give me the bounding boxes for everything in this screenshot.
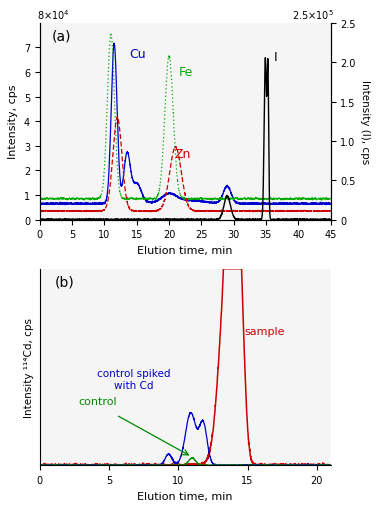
Text: control spiked
with Cd: control spiked with Cd (97, 369, 171, 390)
Text: (b): (b) (54, 275, 74, 289)
Text: Cu: Cu (129, 48, 146, 61)
Text: Fe: Fe (179, 66, 193, 78)
Y-axis label: Intensity ¹¹⁴Cd, cps: Intensity ¹¹⁴Cd, cps (24, 318, 34, 417)
Text: Zn: Zn (174, 148, 191, 160)
Text: (a): (a) (51, 30, 71, 44)
Text: $2.5{\times}10^5$: $2.5{\times}10^5$ (291, 8, 333, 22)
Text: I: I (274, 51, 277, 64)
X-axis label: Elution time, min: Elution time, min (138, 245, 233, 256)
Y-axis label: Intensity, cps: Intensity, cps (8, 85, 19, 159)
Text: control: control (79, 396, 117, 406)
Text: $8{\times}10^4$: $8{\times}10^4$ (37, 8, 70, 22)
Text: sample: sample (245, 327, 285, 336)
X-axis label: Elution time, min: Elution time, min (138, 491, 233, 501)
Y-axis label: Intensity (I), cps: Intensity (I), cps (359, 80, 370, 164)
